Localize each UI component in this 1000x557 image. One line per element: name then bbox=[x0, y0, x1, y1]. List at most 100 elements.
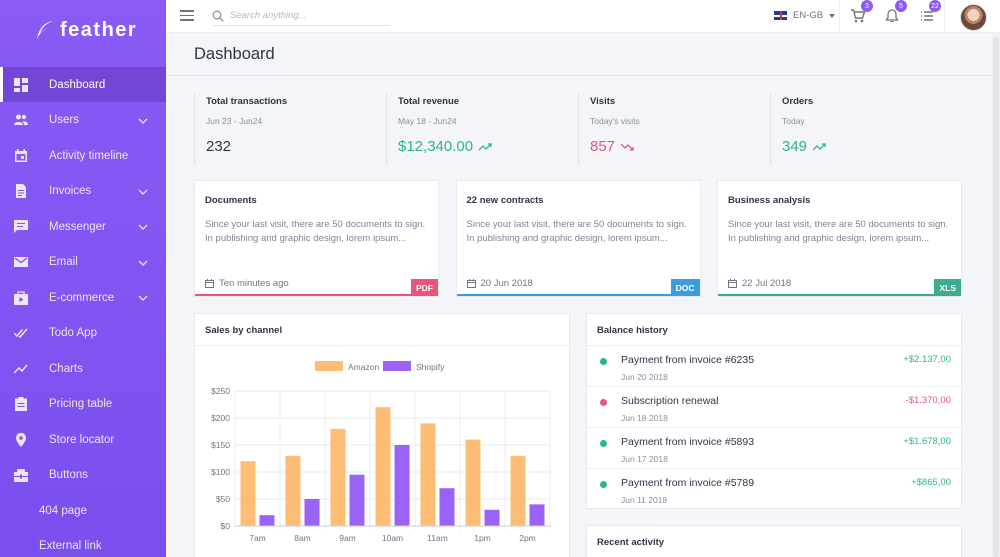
search-input[interactable] bbox=[230, 10, 380, 21]
transaction-amount: -$1.370,00 bbox=[905, 395, 951, 406]
sidebar-item-buttons[interactable]: Buttons bbox=[0, 458, 166, 493]
sidebar-item-label: Dashboard bbox=[49, 78, 106, 91]
document-cards: Documents Since your last visit, there a… bbox=[194, 180, 962, 297]
sidebar-item-label: Buttons bbox=[49, 469, 88, 481]
stat-value: 232 bbox=[206, 138, 386, 155]
list-icon[interactable] bbox=[920, 9, 934, 23]
card-text: Since your last visit, there are 50 docu… bbox=[466, 219, 687, 244]
recent-activity-panel: Recent activity bbox=[586, 525, 962, 557]
card-title: Business analysis bbox=[728, 195, 811, 206]
menu-toggle-icon[interactable] bbox=[180, 10, 194, 22]
chevron-down-icon bbox=[138, 189, 148, 195]
card-date: Ten minutes ago bbox=[205, 278, 289, 289]
panel-title: Balance history bbox=[597, 325, 668, 336]
stat-value-text: 349 bbox=[782, 138, 808, 155]
status-dot bbox=[600, 358, 607, 365]
stat-value: 349 bbox=[782, 138, 962, 155]
main-content: Dashboard Total transactions Jun 23 - Ju… bbox=[166, 33, 992, 557]
balance-row[interactable]: Payment from invoice #5789 Jun 11 2018 +… bbox=[587, 469, 961, 510]
page-title: Dashboard bbox=[194, 45, 275, 63]
sidebar-item-email[interactable]: Email bbox=[0, 245, 166, 280]
uk-flag-icon bbox=[774, 11, 787, 20]
location-pin-icon bbox=[16, 432, 26, 447]
sidebar-item-charts[interactable]: Charts bbox=[0, 351, 166, 386]
caret-down-icon bbox=[829, 13, 836, 18]
sidebar-item-messenger[interactable]: Messenger bbox=[0, 209, 166, 244]
search-box bbox=[212, 6, 390, 26]
card-date: 22 Jul 2018 bbox=[728, 278, 791, 289]
x-tick-label: 8am bbox=[294, 533, 311, 543]
stat-total-transactions: Total transactions Jun 23 - Jun24 232 bbox=[194, 93, 386, 165]
app-name: feather bbox=[60, 18, 138, 41]
y-tick-label: $200 bbox=[211, 413, 230, 423]
bar-shopify-11am bbox=[439, 488, 455, 526]
transaction-amount: +$2.137,00 bbox=[903, 354, 951, 365]
stat-value: 857 bbox=[590, 138, 770, 155]
sidebar-item-e-commerce[interactable]: E-commerce bbox=[0, 280, 166, 315]
logo[interactable]: feather bbox=[0, 0, 166, 60]
legend-label-amazon: Amazon bbox=[348, 362, 379, 372]
y-tick-label: $50 bbox=[216, 494, 230, 504]
scrollbar-thumb[interactable] bbox=[993, 37, 999, 557]
legend-label-shopify: Shopify bbox=[416, 362, 445, 372]
sidebar-item-dashboard[interactable]: Dashboard bbox=[0, 67, 166, 102]
doc-card-documents[interactable]: Documents Since your last visit, there a… bbox=[194, 180, 439, 297]
card-accent-bar bbox=[456, 294, 700, 296]
transaction-amount: +$1.678,00 bbox=[903, 436, 951, 447]
stat-visits: Visits Today's visits 857 bbox=[578, 93, 770, 165]
sidebar-item-activity-timeline[interactable]: Activity timeline bbox=[0, 138, 166, 173]
transaction-name: Subscription renewal bbox=[621, 395, 719, 407]
mail-icon bbox=[14, 257, 28, 267]
transaction-name: Payment from invoice #5789 bbox=[621, 477, 755, 489]
trend-up-icon bbox=[479, 142, 492, 150]
card-date-text: 22 Jul 2018 bbox=[742, 278, 792, 289]
sidebar-item-label: Store locator bbox=[49, 433, 115, 446]
card-date: 20 Jun 2018 bbox=[466, 278, 533, 289]
cart-icon[interactable] bbox=[851, 9, 865, 23]
language-selector[interactable]: EN-GB bbox=[774, 10, 836, 21]
stat-period: Jun 23 - Jun24 bbox=[206, 116, 263, 126]
stat-period: Today's visits bbox=[590, 116, 640, 126]
scrollbar[interactable] bbox=[992, 33, 1000, 557]
document-icon bbox=[16, 184, 26, 198]
sidebar-item-todo-app[interactable]: Todo App bbox=[0, 316, 166, 351]
sidebar-item-users[interactable]: Users bbox=[0, 103, 166, 138]
bar-shopify-2pm bbox=[529, 504, 545, 526]
doc-card-contracts[interactable]: 22 new contracts Since your last visit, … bbox=[455, 180, 701, 297]
sidebar-item-label: Charts bbox=[49, 362, 83, 375]
bell-icon[interactable] bbox=[885, 9, 899, 23]
bar-shopify-8am bbox=[304, 499, 320, 526]
bar-amazon-10am bbox=[375, 407, 391, 526]
card-text: Since your last visit, there are 50 docu… bbox=[205, 219, 426, 244]
stat-label: Orders bbox=[782, 96, 814, 107]
balance-row[interactable]: Payment from invoice #5893 Jun 17 2018 +… bbox=[587, 428, 961, 469]
shop-icon bbox=[14, 290, 28, 305]
topbar-divider bbox=[944, 0, 945, 33]
legend-swatch-shopify bbox=[383, 361, 411, 371]
sidebar-item-label: 404 page bbox=[39, 504, 87, 517]
sidebar-item-store-locator[interactable]: Store locator bbox=[0, 422, 166, 457]
sidebar-item-external-link[interactable]: External link bbox=[0, 529, 166, 557]
doc-card-business-analysis[interactable]: Business analysis Since your last visit,… bbox=[717, 180, 962, 297]
card-accent-bar bbox=[718, 294, 961, 296]
transaction-date: Jun 11 2018 bbox=[621, 495, 668, 505]
avatar[interactable] bbox=[960, 4, 987, 31]
balance-row[interactable]: Payment from invoice #6235 Jun 20 2018 +… bbox=[587, 346, 961, 387]
stat-period: May 18 - Jun24 bbox=[398, 116, 457, 126]
transaction-date: Jun 20 2018 bbox=[621, 372, 668, 382]
transaction-name: Payment from invoice #5893 bbox=[621, 436, 755, 448]
balance-row[interactable]: Subscription renewal Jun 18 2018 -$1.370… bbox=[587, 387, 961, 428]
bar-amazon-8am bbox=[285, 455, 301, 526]
calendar-icon bbox=[205, 279, 214, 288]
sidebar-item-label: Messenger bbox=[49, 220, 106, 233]
stat-label: Visits bbox=[590, 96, 616, 107]
sidebar-item-pricing-table[interactable]: Pricing table bbox=[0, 387, 166, 422]
search-icon bbox=[212, 10, 224, 22]
bar-amazon-11am bbox=[420, 423, 436, 526]
sidebar-item-invoices[interactable]: Invoices bbox=[0, 174, 166, 209]
sidebar-nav: Dashboard Users Activity timeline Invoic… bbox=[0, 67, 166, 557]
status-dot bbox=[600, 481, 607, 488]
bar-shopify-9am bbox=[349, 474, 365, 526]
file-type-badge: XLS bbox=[934, 279, 961, 296]
sidebar-item-404-page[interactable]: 404 page bbox=[0, 493, 166, 528]
